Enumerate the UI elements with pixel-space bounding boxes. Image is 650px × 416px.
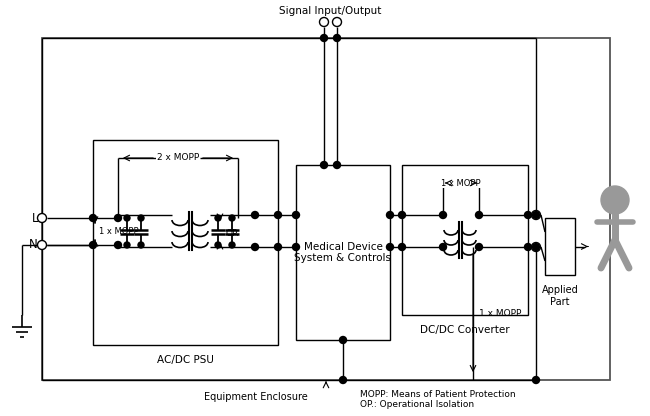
Circle shape xyxy=(138,215,144,221)
Text: OP.: OP. xyxy=(226,229,240,238)
Circle shape xyxy=(333,17,341,27)
Circle shape xyxy=(339,376,346,384)
Circle shape xyxy=(274,243,281,250)
Circle shape xyxy=(215,242,221,248)
Circle shape xyxy=(398,243,406,250)
Circle shape xyxy=(274,211,281,218)
Circle shape xyxy=(333,35,341,42)
Circle shape xyxy=(229,242,235,248)
Circle shape xyxy=(124,242,130,248)
Text: Equipment Enclosure: Equipment Enclosure xyxy=(204,392,308,402)
Circle shape xyxy=(229,215,235,221)
Circle shape xyxy=(90,215,96,221)
Circle shape xyxy=(532,243,540,250)
Text: N: N xyxy=(29,238,38,252)
Text: Signal Input/Output: Signal Input/Output xyxy=(280,6,382,16)
Text: 1 x MOPP: 1 x MOPP xyxy=(99,227,138,236)
Circle shape xyxy=(320,17,328,27)
Text: DC/DC Converter: DC/DC Converter xyxy=(420,325,510,335)
Circle shape xyxy=(114,215,122,221)
Circle shape xyxy=(532,376,540,384)
Circle shape xyxy=(114,242,122,248)
Circle shape xyxy=(339,337,346,344)
Bar xyxy=(545,218,575,275)
Circle shape xyxy=(38,213,47,223)
Circle shape xyxy=(90,242,96,248)
Bar xyxy=(42,38,610,380)
Circle shape xyxy=(398,211,406,218)
Text: L: L xyxy=(31,211,38,225)
Circle shape xyxy=(387,211,393,218)
Circle shape xyxy=(532,243,541,252)
Circle shape xyxy=(292,211,300,218)
Bar xyxy=(93,140,278,345)
Circle shape xyxy=(252,243,259,250)
Bar xyxy=(402,165,528,315)
Text: 1 x MOPP: 1 x MOPP xyxy=(441,178,481,188)
Circle shape xyxy=(439,211,447,218)
Circle shape xyxy=(320,161,328,168)
Circle shape xyxy=(525,211,532,218)
Circle shape xyxy=(525,243,532,250)
Circle shape xyxy=(215,215,221,221)
Circle shape xyxy=(333,161,341,168)
Circle shape xyxy=(476,211,482,218)
Circle shape xyxy=(252,211,259,218)
Circle shape xyxy=(320,35,328,42)
Text: 2 x MOPP: 2 x MOPP xyxy=(157,154,199,163)
Circle shape xyxy=(387,243,393,250)
Circle shape xyxy=(601,186,629,214)
Text: AC/DC PSU: AC/DC PSU xyxy=(157,355,214,365)
Circle shape xyxy=(124,215,130,221)
Circle shape xyxy=(138,242,144,248)
Text: Medical Device
System & Controls: Medical Device System & Controls xyxy=(294,242,391,263)
Text: 1 x MOPP: 1 x MOPP xyxy=(479,309,521,318)
Circle shape xyxy=(532,210,541,220)
Bar xyxy=(296,165,390,340)
Circle shape xyxy=(532,211,540,218)
Text: Applied
Part: Applied Part xyxy=(541,285,578,307)
Circle shape xyxy=(439,243,447,250)
Circle shape xyxy=(476,243,482,250)
Text: MOPP: Means of Patient Protection
OP.: Operational Isolation: MOPP: Means of Patient Protection OP.: O… xyxy=(360,390,515,409)
Circle shape xyxy=(292,243,300,250)
Circle shape xyxy=(38,240,47,250)
